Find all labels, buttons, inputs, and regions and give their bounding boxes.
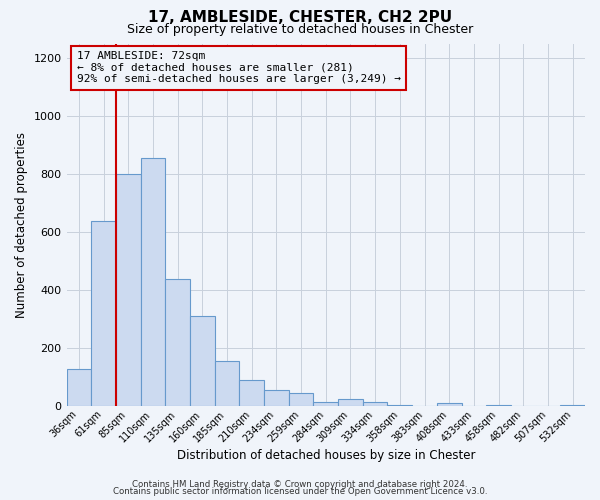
Bar — [116, 174, 140, 406]
Text: Contains HM Land Registry data © Crown copyright and database right 2024.: Contains HM Land Registry data © Crown c… — [132, 480, 468, 489]
Bar — [165, 278, 190, 406]
Bar — [388, 405, 412, 406]
Bar — [91, 221, 116, 406]
Bar — [486, 405, 511, 406]
Bar — [215, 362, 239, 406]
Bar — [338, 399, 363, 406]
Bar — [363, 402, 388, 406]
Bar — [140, 158, 165, 406]
Text: Size of property relative to detached houses in Chester: Size of property relative to detached ho… — [127, 22, 473, 36]
Bar — [437, 404, 461, 406]
Bar — [289, 393, 313, 406]
Text: 17 AMBLESIDE: 72sqm
← 8% of detached houses are smaller (281)
92% of semi-detach: 17 AMBLESIDE: 72sqm ← 8% of detached hou… — [77, 51, 401, 84]
X-axis label: Distribution of detached houses by size in Chester: Distribution of detached houses by size … — [176, 450, 475, 462]
Text: 17, AMBLESIDE, CHESTER, CH2 2PU: 17, AMBLESIDE, CHESTER, CH2 2PU — [148, 10, 452, 25]
Bar — [264, 390, 289, 406]
Bar — [313, 402, 338, 406]
Bar — [190, 316, 215, 406]
Bar — [560, 405, 585, 406]
Y-axis label: Number of detached properties: Number of detached properties — [15, 132, 28, 318]
Bar — [239, 380, 264, 406]
Bar — [67, 368, 91, 406]
Text: Contains public sector information licensed under the Open Government Licence v3: Contains public sector information licen… — [113, 487, 487, 496]
